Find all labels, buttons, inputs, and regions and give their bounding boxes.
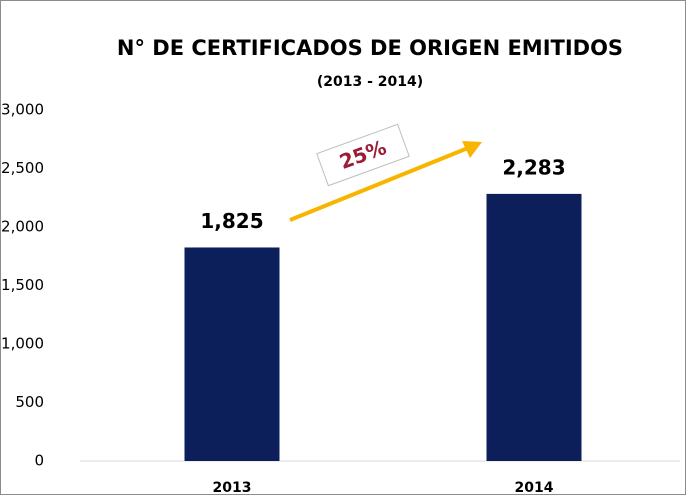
y-tick-label: 0 <box>34 452 44 470</box>
value-label: 1,825 <box>200 209 263 233</box>
chart-subtitle: (2013 - 2014) <box>317 74 423 90</box>
y-tick-label: 1,000 <box>1 335 44 353</box>
y-tick-label: 3,000 <box>1 101 44 119</box>
y-tick-label: 2,500 <box>1 159 44 177</box>
trend-arrow <box>289 146 469 222</box>
y-tick-label: 500 <box>15 393 44 411</box>
bar <box>486 193 582 461</box>
trend-arrow-head <box>462 141 482 158</box>
value-label: 2,283 <box>502 155 565 179</box>
bar <box>184 247 280 461</box>
chart-title: N° DE CERTIFICADOS DE ORIGEN EMITIDOS <box>117 36 623 60</box>
x-tick-label: 2014 <box>515 480 554 495</box>
annotation-frame <box>316 123 410 187</box>
y-tick-label: 1,500 <box>1 276 44 294</box>
y-tick-label: 2,000 <box>1 218 44 236</box>
x-tick-label: 2013 <box>213 480 252 495</box>
